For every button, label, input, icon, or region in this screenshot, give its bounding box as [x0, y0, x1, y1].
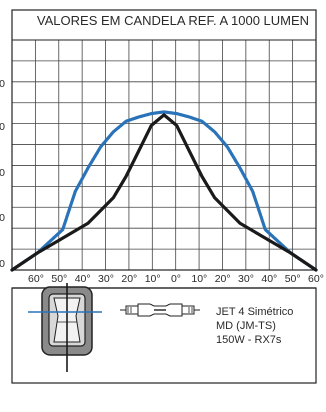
x-tick-label: 50°	[285, 273, 301, 285]
x-tick-label: 60°	[28, 273, 44, 285]
x-tick-label: 30°	[238, 273, 254, 285]
plot-frame	[11, 9, 317, 271]
x-tick-label: 60°	[308, 273, 324, 285]
y-tick-label: 0	[0, 121, 5, 133]
y-tick-label: 0	[0, 212, 5, 224]
panel-frame	[11, 287, 317, 384]
x-tick-label: 0°	[171, 273, 181, 285]
x-tick-label: 10°	[191, 273, 207, 285]
x-tick-label: 20°	[215, 273, 231, 285]
y-tick-labels: 0 0 0 0 0	[0, 78, 5, 270]
series-lines	[10, 110, 318, 272]
x-tick-label: 20°	[121, 273, 137, 285]
x-tick-label: 40°	[75, 273, 91, 285]
lamp-icon	[120, 303, 200, 317]
x-tick-label: 40°	[261, 273, 277, 285]
lamp-line-3: 150W - RX7s	[216, 334, 282, 346]
x-tick-labels: 60° 50° 40° 30° 20° 10° 0° 10° 20° 30° 40° 50° 60°	[28, 273, 324, 285]
series-line-black	[10, 113, 318, 272]
lamp-line-2: MD (JM-TS)	[216, 320, 276, 332]
y-tick-label: 0	[0, 167, 5, 179]
lamp-line-1: JET 4 Simétrico	[216, 306, 293, 318]
x-tick-label: 10°	[145, 273, 161, 285]
series-line-blue	[10, 110, 318, 272]
y-tick-label: 0	[0, 78, 5, 90]
fixture-icon	[28, 283, 102, 372]
y-tick-label: 0	[0, 258, 5, 270]
x-tick-label: 30°	[98, 273, 114, 285]
x-tick-label: 50°	[51, 273, 67, 285]
fixture-panel: JET 4 Simétrico MD (JM-TS) 150W - RX7s	[28, 283, 293, 372]
chart-title: VALORES EM CANDELA REF. A 1000 LUMEN	[37, 13, 309, 28]
